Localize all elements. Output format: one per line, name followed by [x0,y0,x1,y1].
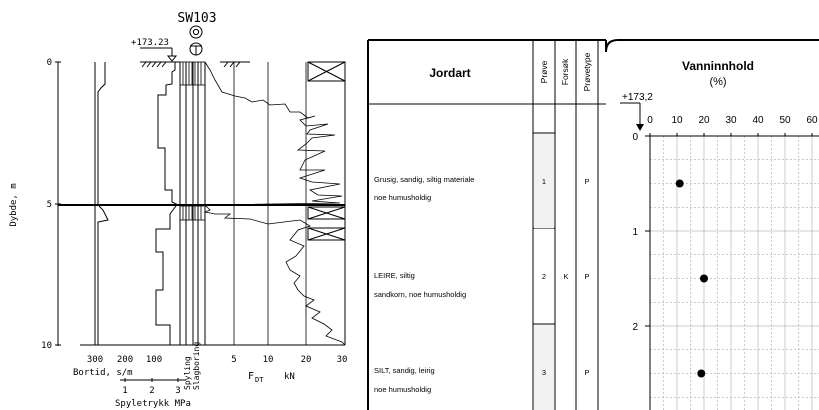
depth-tick-0: 0 [47,58,52,68]
fdt-tick-30: 30 [337,355,348,365]
data-point-1 [675,179,684,188]
fdt-label: F [248,371,254,382]
elevation-label: +173,2 [622,92,653,103]
depth-axis-label: Dybde, m [9,183,19,226]
total-sounding-log: SW103 +173.23 0 5 10 Dybde, m [9,11,347,409]
y-tick-label: 1 [632,227,638,238]
data-point-2 [700,274,708,283]
right-x-column [307,61,346,241]
bortid-curve [97,62,109,345]
ground-level: +173.23 [131,38,169,48]
header-prove: Prøve [539,60,549,83]
bortid-label: Bortid, s/m [73,368,133,378]
borehole-symbol-icon [189,25,203,39]
slagboring-block-top [179,61,206,86]
fdt-tick-20: 20 [301,355,312,365]
elevation-marker-icon [620,102,644,131]
x-tick-label: 10 [671,115,683,126]
layer-3-prove: 3 [542,368,546,377]
depth-tick-10: 10 [41,341,52,351]
x-tick-label: 20 [698,115,710,126]
spyletrykk-tick-3: 3 [175,386,180,396]
layer-2-line2: sandkorn, noe humusholdig [374,290,466,299]
layer-3-provetype: P [584,368,589,377]
layer-3-line2: noe humusholdig [374,385,431,394]
layer-1-provetype: P [584,177,589,186]
ground-level-marker-icon [140,47,178,62]
x-tick-label: 50 [779,115,791,126]
y-tick-label: 2 [632,322,638,333]
layer-3-line1: SILT, sandig, leirig [374,366,435,375]
depth-tick-5: 5 [47,200,52,210]
y-tick-label: 0 [632,132,638,143]
fdt-unit: kN [284,372,295,382]
layer-2-provetype: P [584,272,589,281]
bortid-tick-200: 200 [117,355,133,365]
spyletrykk-label: Spyletrykk MPa [115,399,191,409]
x-tick-label: 40 [752,115,764,126]
bortid-tick-300: 300 [87,355,103,365]
slagboring-label: Slagboring [192,342,201,390]
chart-grid [650,136,819,410]
chart-unit: (%) [709,76,726,88]
borehole-id: SW103 [177,11,216,26]
layer-2-prove: 2 [542,272,546,281]
layer-1-line1: Grusig, sandig, siltig materiale [374,175,474,184]
data-point-3 [697,369,706,378]
layer-2-line1: LEIRE, siltig [374,271,415,280]
chart-title: Vanninnhold [682,59,754,73]
spyletrykk-curve [155,62,179,345]
spyletrykk-tick-2: 2 [149,386,154,396]
fdt-label-sub: DT [255,376,264,384]
fdt-tick-10: 10 [263,355,274,365]
layer-2-forsok: K [563,272,568,281]
water-content-chart: Vanninnhold (%) +173,2 0 10 20 30 40 50 60 0 1 2 [620,59,819,410]
layer-1-line2: noe humusholdig [374,193,431,202]
sounding-symbol-icon [189,42,203,56]
layer-1-prove: 1 [542,177,546,186]
soil-profile-table: Jordart Prøve Forsøk Prøvetype Grusig, s… [367,39,819,410]
spyletrykk-tick-1: 1 [122,386,127,396]
x-tick-label: 60 [806,115,818,126]
header-jordart: Jordart [429,66,470,80]
fdt-tick-5: 5 [231,355,236,365]
bortid-tick-100: 100 [146,355,162,365]
fdt-curve [203,61,346,346]
x-tick-label: 30 [725,115,737,126]
header-provetype: Prøvetype [582,52,592,91]
slagboring-block-mid [179,205,206,221]
spyling-label: Spyling [183,356,192,390]
chart-points [675,179,708,378]
header-forsok: Forsøk [560,58,570,85]
x-tick-label: 0 [647,115,653,126]
